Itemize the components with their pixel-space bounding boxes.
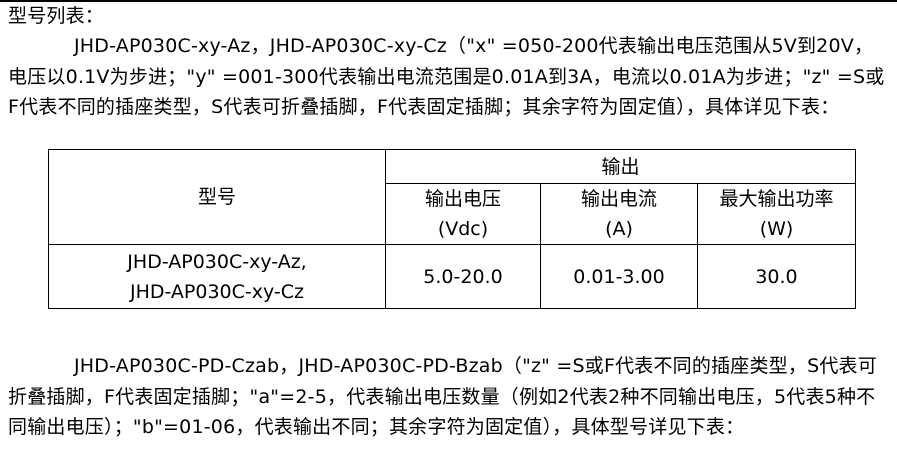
top-border bbox=[0, 0, 897, 2]
paragraph-pd-models: JHD-AP030C-PD-Czab，JHD-AP030C-PD-Bzab（"z… bbox=[8, 355, 877, 438]
header-power-unit: (W) bbox=[759, 218, 794, 240]
model-line: JHD-AP030C-xy-Cz bbox=[129, 280, 305, 303]
header-current: 输出电流 (A) bbox=[540, 183, 698, 245]
table-row: JHD-AP030C-xy-Az, JHD-AP030C-xy-Cz 5.0-20… bbox=[48, 244, 856, 309]
header-voltage-unit: (Vdc) bbox=[437, 218, 489, 240]
header-output: 输出 bbox=[385, 149, 856, 184]
paragraph-model-description: JHD-AP030C-xy-Az，JHD-AP030C-xy-Cz（"x" =0… bbox=[8, 35, 885, 118]
header-voltage: 输出电压 (Vdc) bbox=[385, 183, 541, 245]
cell-voltage: 5.0-20.0 bbox=[385, 244, 541, 309]
section-heading: 型号列表： bbox=[8, 5, 105, 27]
cell-current: 0.01-3.00 bbox=[540, 244, 698, 309]
model-line: JHD-AP030C-xy-Az, bbox=[127, 250, 307, 273]
cell-power: 30.0 bbox=[697, 244, 856, 309]
header-voltage-name: 输出电压 bbox=[424, 188, 501, 210]
header-current-unit: (A) bbox=[605, 218, 633, 240]
header-power-name: 最大输出功率 bbox=[719, 188, 834, 210]
cell-model: JHD-AP030C-xy-Az, JHD-AP030C-xy-Cz bbox=[48, 244, 386, 309]
header-current-name: 输出电流 bbox=[580, 188, 657, 210]
model-table: 型号 输出 输出电压 (Vdc) 输出电流 (A) 最大输出功率 (W) JHD-AP… bbox=[48, 149, 856, 309]
header-power: 最大输出功率 (W) bbox=[697, 183, 856, 245]
header-model: 型号 bbox=[48, 149, 386, 245]
